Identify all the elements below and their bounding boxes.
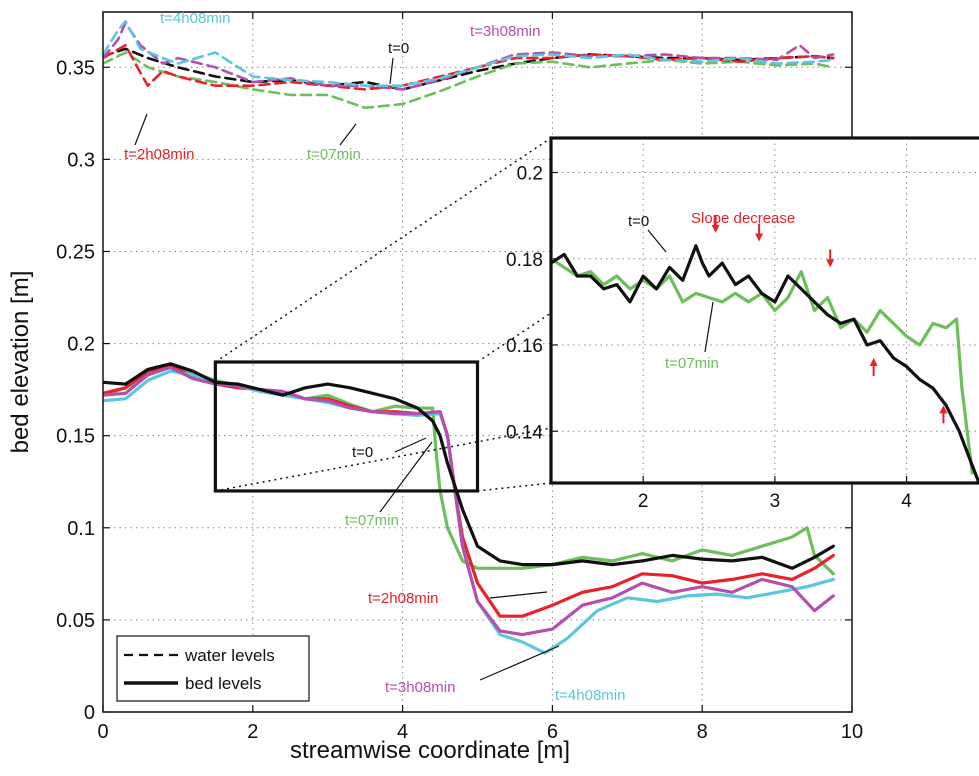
series-annotation: t=2h08min	[368, 590, 438, 607]
water-level-line-t-4h08min	[103, 19, 835, 87]
annotation-leader	[134, 113, 148, 146]
zoom-connector	[214, 137, 552, 363]
legend-water-label: water levels	[184, 646, 275, 665]
inset-annotation: t=07min	[665, 355, 719, 372]
y-tick-label: 0.25	[56, 241, 95, 263]
y-tick-label: 0.15	[56, 426, 95, 448]
slope-arrow-head	[869, 357, 878, 366]
inset-frame	[549, 136, 979, 485]
bed-level-line-t-3h08min	[103, 365, 835, 637]
inset-plot: 2 3 4 0.14 0.16 0.18 0.2 t=0 Slope decrease t=07m…	[506, 136, 979, 512]
series-annotation: t=3h08min	[385, 679, 455, 696]
x-tick-label: 10	[841, 721, 863, 743]
x-axis-label: streamwise coordinate [m]	[290, 737, 570, 764]
zoom-box	[213, 360, 480, 493]
x-tick-label: 4	[397, 721, 408, 743]
x-tick-label: 8	[697, 721, 708, 743]
x-tick-label: 2	[247, 721, 258, 743]
y-tick-label: 0.2	[67, 334, 95, 356]
slope-arrow-head	[939, 405, 948, 414]
inset-annotation-leader	[647, 229, 667, 253]
series-annotation: t=0	[352, 444, 373, 461]
inset-y-tick-label: 0.16	[506, 336, 543, 357]
x-tick-label: 6	[547, 721, 558, 743]
y-tick-label: 0	[84, 702, 95, 724]
inset-annotation: Slope decrease	[691, 210, 795, 227]
main-ticks: 0 2 4 6 8 10 0 0.05 0.1 0.15 0.2 0.25 0.3 0.35	[56, 12, 863, 743]
series-annotation: t=3h08min	[470, 23, 540, 40]
inset-x-tick-label: 4	[901, 491, 912, 512]
legend: water levels bed levels	[116, 635, 310, 702]
water-level-line-t-07min	[103, 51, 835, 110]
inset-y-tick-label: 0.2	[517, 164, 543, 185]
inset-x-tick-label: 2	[638, 491, 649, 512]
y-axis-label: bed elevation [m]	[7, 271, 34, 454]
water-level-line-t-3h08min	[103, 21, 835, 91]
main-annotations: t=4h08min t=0 t=3h08min t=2h08min t=07min t=0…	[124, 10, 625, 704]
legend-box	[116, 635, 310, 702]
zoom-indicator	[213, 137, 552, 493]
annotation-leader	[489, 591, 548, 599]
slope-arrow-head	[755, 233, 764, 242]
inset-background	[551, 138, 979, 483]
x-tick-label: 0	[97, 721, 108, 743]
zoom-connector	[215, 427, 552, 492]
zoom-connector	[477, 312, 552, 363]
inset-y-tick-label: 0.14	[506, 422, 543, 443]
inset-x-tick-label: 3	[770, 491, 781, 512]
inset-annotation-leader	[704, 301, 714, 353]
y-tick-label: 0.3	[67, 149, 95, 171]
annotation-leader	[479, 645, 560, 681]
series-annotation: t=07min	[345, 512, 399, 529]
inset-line-t-07min	[551, 257, 974, 475]
bed-level-line-t-0	[103, 362, 835, 570]
slope-arrow-head	[711, 224, 720, 233]
annotation-leader	[379, 441, 433, 513]
annotation-leader	[389, 57, 394, 85]
inset-y-tick-label: 0.18	[506, 250, 543, 271]
inset-line-t-0	[551, 244, 979, 483]
series-annotation: t=4h08min	[160, 10, 230, 27]
inset-lines	[551, 244, 979, 483]
inset-annotation: t=0	[628, 213, 649, 230]
y-tick-label: 0.35	[56, 57, 95, 79]
legend-bed-label: bed levels	[185, 674, 262, 693]
slope-arrow-head	[826, 259, 835, 268]
y-tick-label: 0.05	[56, 610, 95, 632]
y-tick-label: 0.1	[67, 518, 95, 540]
annotation-leader	[339, 123, 357, 146]
zoom-connector	[477, 482, 552, 492]
series-annotation: t=07min	[307, 146, 361, 163]
annotation-leader	[394, 437, 427, 453]
series-annotation: t=2h08min	[124, 146, 194, 163]
series-annotation: t=4h08min	[555, 687, 625, 704]
series-annotation: t=0	[388, 40, 409, 57]
